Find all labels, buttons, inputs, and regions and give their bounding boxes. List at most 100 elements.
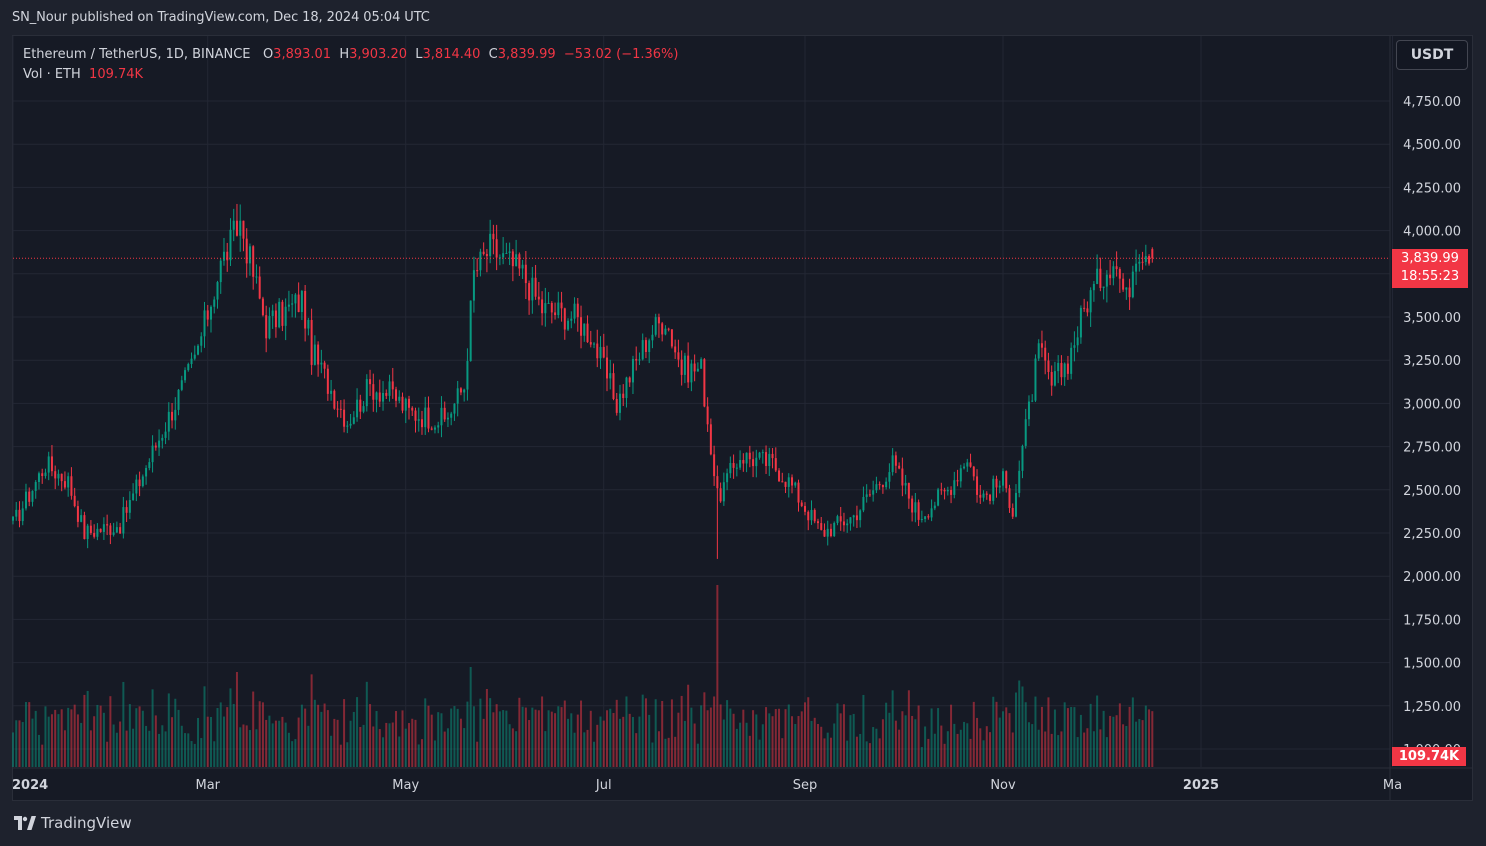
volume-bar [547, 710, 550, 767]
candle-body [388, 381, 391, 396]
candle-body [375, 392, 378, 400]
symbol-label: Ethereum / TetherUS, 1D, BINANCE [23, 47, 251, 62]
candle-body [703, 359, 706, 407]
volume-bar [1083, 732, 1086, 767]
candle-body [508, 251, 511, 253]
volume-bar [161, 725, 164, 767]
candle-body [1112, 266, 1115, 279]
candle-body [450, 413, 453, 418]
candle-body [401, 396, 404, 411]
candle-body [690, 363, 693, 383]
candle-body [1105, 274, 1108, 287]
volume-bar [1002, 711, 1004, 767]
chart-frame [12, 35, 1473, 801]
candle-body [177, 389, 180, 410]
volume-bar [768, 713, 771, 767]
candle-body [726, 473, 729, 483]
candle-body [846, 523, 849, 526]
volume-bar [528, 720, 531, 767]
candle-body [505, 252, 508, 254]
volume-bar [625, 696, 628, 767]
volume-bar [904, 715, 907, 767]
volume-bar [226, 707, 229, 767]
currency-button[interactable]: USDT [1396, 40, 1468, 70]
volume-bar [518, 697, 521, 767]
candle-body [674, 346, 677, 353]
volume-bar [122, 681, 125, 767]
volume-bar [495, 704, 498, 767]
volume-bar [765, 707, 768, 767]
candle-body [719, 488, 722, 502]
candle-body [628, 377, 631, 383]
candle-body [430, 428, 433, 430]
volume-bar [193, 743, 196, 767]
candle-body [576, 303, 579, 318]
candle-body [888, 472, 891, 482]
candle-body [385, 392, 388, 396]
candle-body [894, 455, 897, 466]
candle-body [1115, 266, 1118, 270]
candle-body [667, 328, 670, 330]
candle-body [593, 343, 596, 345]
volume-bar [1014, 692, 1017, 767]
volume-bar [641, 694, 644, 767]
volume-bar [826, 732, 829, 767]
volume-bar [1021, 686, 1024, 767]
candle-body [356, 399, 359, 418]
candle-body [706, 406, 709, 425]
candle-body [657, 317, 660, 324]
candle-body [924, 516, 927, 520]
volume-bar [706, 710, 709, 767]
volume-bar [375, 711, 378, 767]
candle-body [979, 494, 982, 498]
candle-body [1024, 419, 1027, 446]
candle-body [83, 515, 86, 540]
candle-body [930, 508, 933, 518]
candle-body [1131, 271, 1134, 298]
volume-bar [930, 708, 933, 767]
candle-body [34, 482, 37, 491]
candle-body [93, 532, 96, 537]
volume-bar [326, 710, 329, 767]
volume-bar [690, 707, 693, 767]
volume-bar [365, 681, 368, 767]
candle-body [44, 472, 47, 477]
candle-body [443, 407, 446, 420]
candle-body [323, 362, 326, 369]
volume-bar [998, 717, 1001, 767]
volume-bar [469, 667, 472, 767]
volume-bar [252, 691, 255, 767]
candle-body [589, 342, 592, 345]
tradingview-branding[interactable]: TradingView [14, 814, 132, 832]
volume-bar [979, 728, 982, 767]
candle-body [1005, 471, 1008, 489]
volume-bar [719, 704, 722, 767]
candle-body [800, 502, 803, 507]
candle-body [128, 500, 131, 513]
volume-bar [628, 713, 631, 767]
last-price-tag: 3,839.99 18:55:23 [1392, 249, 1468, 288]
tradingview-logo-icon [14, 816, 36, 830]
volume-bar [420, 739, 423, 767]
volume-bar [521, 706, 524, 767]
candle-body [326, 368, 329, 394]
candle-body [904, 483, 907, 486]
volume-bar [200, 738, 203, 767]
candle-body [654, 317, 657, 335]
candle-body [1018, 470, 1021, 493]
volume-bar [696, 743, 699, 767]
volume-bar [554, 713, 557, 767]
candle-body [63, 481, 66, 488]
volume-bar [943, 743, 946, 767]
candle-body [408, 398, 410, 408]
volume-bar [644, 698, 647, 767]
volume-bar [567, 718, 570, 767]
volume-bar [333, 718, 336, 767]
volume-bar [515, 731, 518, 767]
candle-body [47, 456, 50, 473]
candle-body [622, 393, 625, 399]
candle-body [820, 523, 823, 530]
volume-bar [589, 710, 592, 767]
candle-body [210, 306, 212, 320]
